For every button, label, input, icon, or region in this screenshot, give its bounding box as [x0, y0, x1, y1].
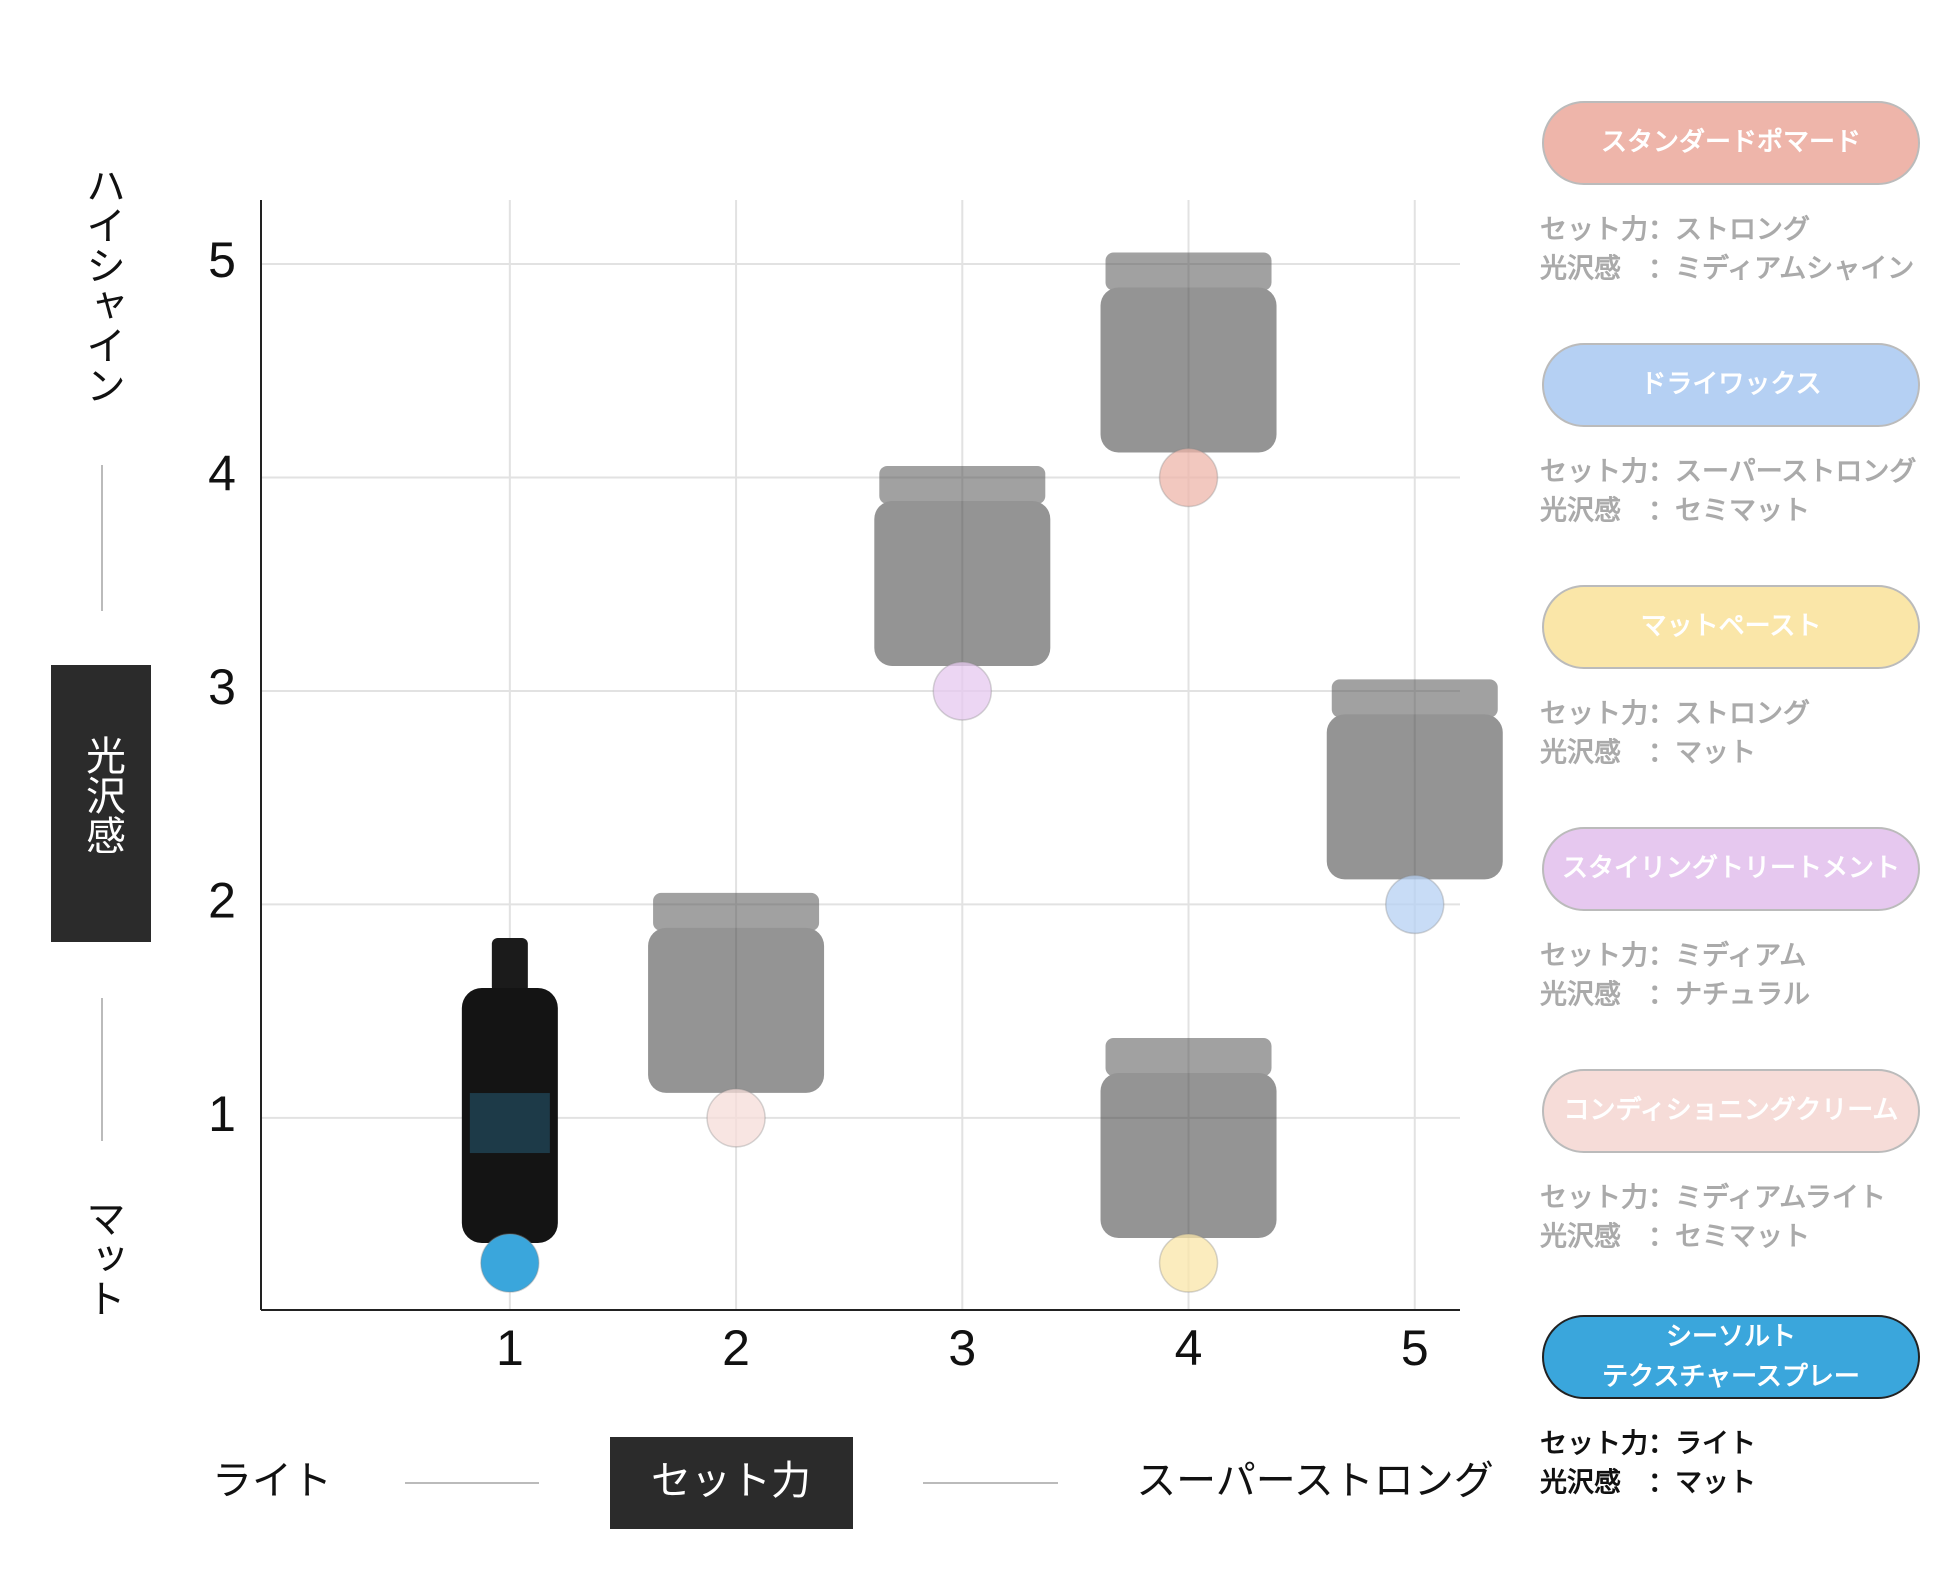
legend-item[interactable]: ドライワックス	[1542, 343, 1920, 427]
legend-set: セット力：ミディアム	[1540, 940, 1806, 972]
point	[1385, 874, 1445, 935]
plot: 1 2 3 4 5 1 2 3 4 5	[208, 200, 1503, 1376]
bottle-cap	[491, 938, 528, 994]
product-image	[648, 892, 825, 1093]
x-axis-title: セット力	[651, 1458, 811, 1504]
legend-set: セット力：ストロング	[1540, 698, 1810, 730]
x-tick-label: 5	[1401, 1320, 1429, 1376]
jar-lid	[653, 892, 820, 931]
jar-body	[1100, 287, 1277, 453]
legend-item[interactable]: シーソルトテクスチャースプレー	[1542, 1315, 1920, 1399]
legend-gloss: 光沢感 ：ナチュラル	[1539, 979, 1810, 1011]
legend-label: コンディショニングクリーム	[1564, 1095, 1899, 1126]
product-image	[874, 465, 1051, 666]
y-tick-label: 2	[208, 873, 236, 929]
point	[932, 661, 993, 721]
legend-pill	[1542, 343, 1920, 427]
y-tick-label: 4	[208, 446, 236, 502]
jar-body	[1326, 714, 1503, 880]
legend-item[interactable]: スタンダードポマード	[1542, 101, 1920, 185]
jar-body	[1100, 1073, 1277, 1239]
x-title-box	[610, 1437, 853, 1529]
point	[706, 1088, 766, 1148]
y-tick-label: 3	[208, 659, 236, 715]
jar-body	[874, 500, 1051, 666]
point	[480, 1233, 540, 1293]
jar-lid	[1105, 1038, 1272, 1077]
legend-label: マットペースト	[1641, 612, 1822, 642]
legend-label: スタイリングトリートメント	[1562, 854, 1900, 884]
legend-gloss: 光沢感 ：マット	[1539, 1467, 1756, 1499]
legend-gloss: 光沢感 ：セミマット	[1539, 495, 1810, 527]
legend-pill	[1542, 1315, 1920, 1399]
x-tick-label: 2	[722, 1320, 750, 1376]
legend-label: ドライワックス	[1640, 370, 1821, 400]
legend-set: セット力：ミディアムライト	[1540, 1182, 1886, 1214]
legend-label: スタンダードポマード	[1601, 127, 1861, 158]
x-tick-label: 3	[948, 1320, 976, 1376]
y-tick-label: 5	[208, 232, 236, 288]
x-axis-right: スーパーストロング	[1136, 1458, 1494, 1504]
legend-pill	[1542, 585, 1920, 669]
point	[1158, 1233, 1219, 1293]
legend-item[interactable]: スタイリングトリートメント	[1542, 827, 1920, 911]
point	[1158, 447, 1219, 508]
product-image	[1326, 679, 1503, 880]
jar-lid	[1105, 252, 1272, 291]
y-title-box	[51, 665, 151, 942]
y-tick-label: 1	[208, 1086, 236, 1142]
x-axis-left: ライト	[212, 1458, 332, 1504]
legend-pill	[1542, 101, 1920, 185]
y-axis-title: 光沢感	[79, 735, 125, 855]
legend-pill	[1542, 827, 1920, 911]
product-image	[1100, 1038, 1277, 1239]
legend-item[interactable]: マットペースト	[1542, 585, 1920, 669]
jar-body	[648, 927, 825, 1093]
x-tick-label: 4	[1175, 1320, 1203, 1376]
y-axis-bottom: マット	[79, 1198, 125, 1318]
jar-lid	[879, 465, 1046, 504]
jar-lid	[1331, 679, 1498, 718]
product-image	[461, 938, 558, 1244]
legend-item[interactable]: コンディショニングクリーム	[1542, 1069, 1920, 1153]
x-tick-label: 1	[496, 1320, 524, 1376]
legend-gloss: 光沢感 ：セミマット	[1539, 1221, 1810, 1253]
legend-pill	[1542, 1069, 1920, 1153]
legend-set: セット力：ストロング	[1540, 214, 1810, 246]
legend-gloss: 光沢感 ：ミディアムシャイン	[1539, 253, 1914, 285]
legend-set: セット力：ライト	[1540, 1429, 1756, 1460]
product-image	[1100, 252, 1277, 453]
legend-label: シーソルトテクスチャースプレー	[1602, 1322, 1860, 1392]
legend-gloss: 光沢感 ：マット	[1539, 737, 1756, 769]
legend-set: セット力：スーパーストロング	[1540, 456, 1916, 488]
y-axis-top: ハイシャイン	[79, 165, 125, 405]
bottle-label	[469, 1093, 550, 1154]
